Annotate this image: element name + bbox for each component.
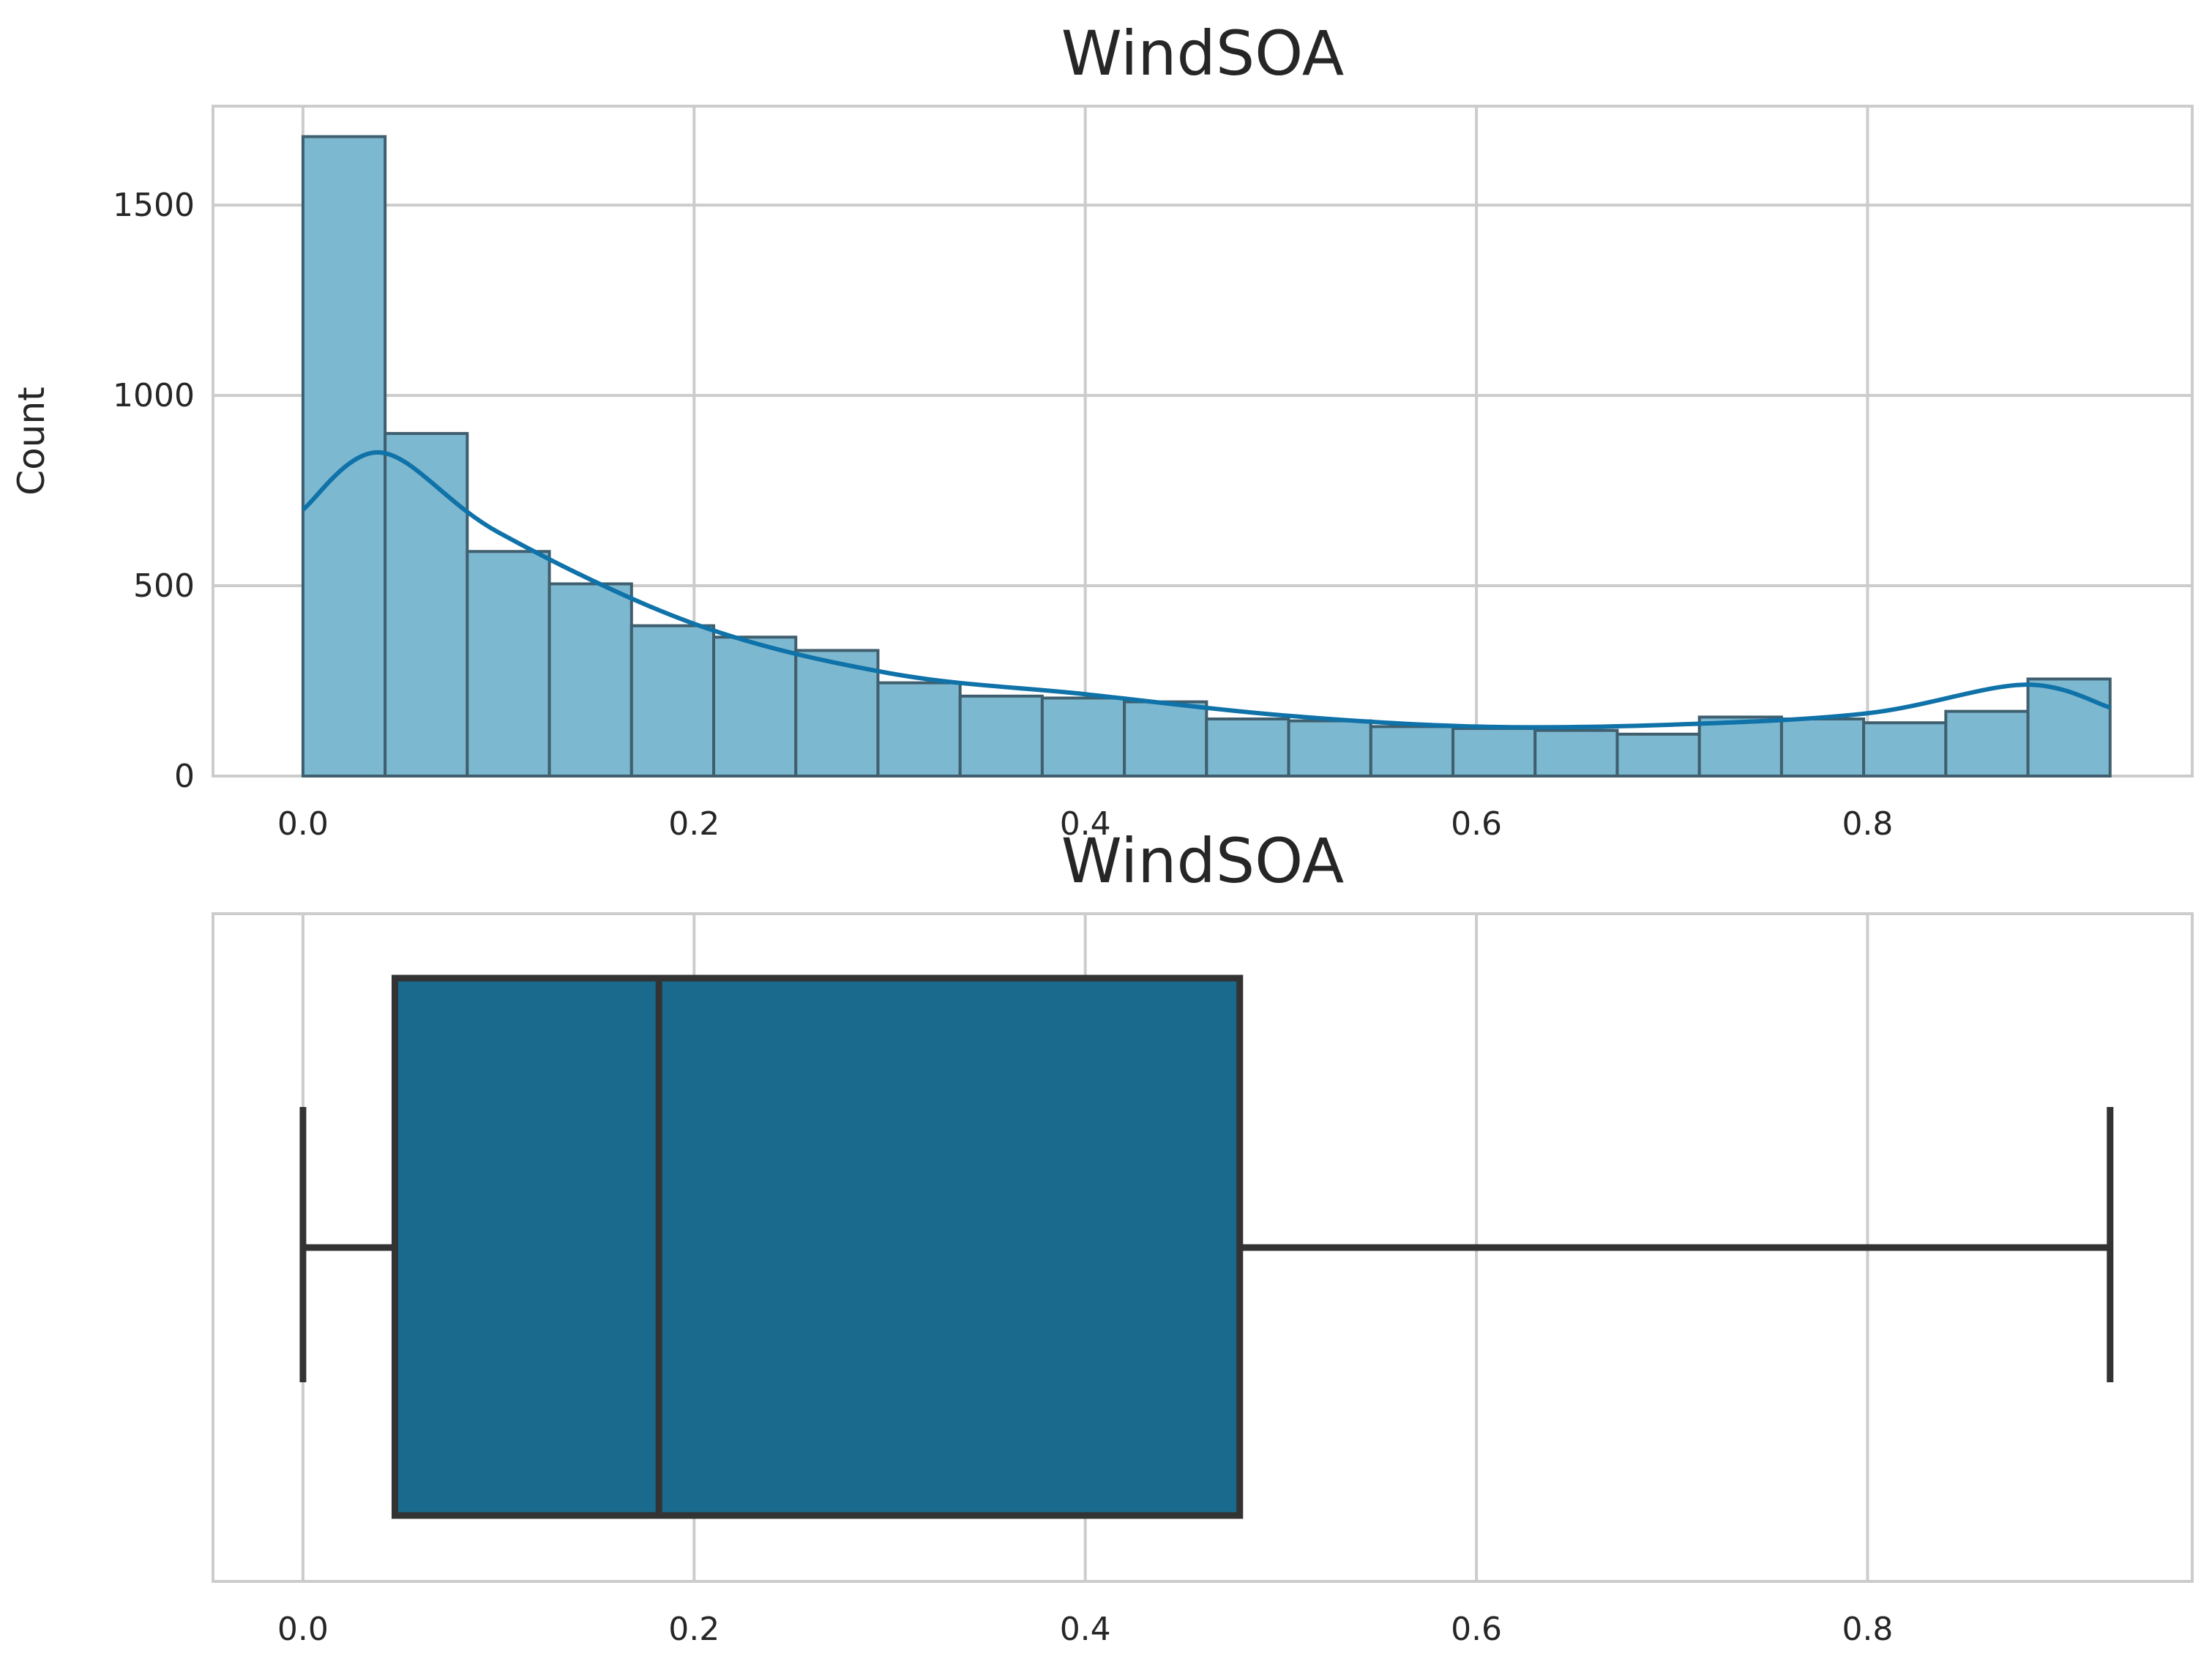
histogram-bar [1862,721,1948,778]
histogram-y-tick-labels: 0 500 1000 1500 [113,187,195,795]
histogram-bar [1697,715,1783,778]
histogram-bar [629,624,716,778]
x-tick-label: 0.0 [277,805,329,843]
histogram-bar [384,432,469,778]
histogram-bar [1451,727,1537,778]
histogram-bar [1779,717,1866,778]
y-tick-label: 0 [174,758,195,795]
histogram-bar [876,681,962,778]
y-tick-label: 1000 [113,377,195,414]
histogram-bar [712,635,798,778]
histogram-title: WindSOA [1061,18,1345,89]
kde-curve [301,450,2111,730]
histogram-bar [1944,709,2030,778]
x-tick-label: 0.8 [1842,1611,1893,1648]
histogram-y-axis-label: Count [10,387,53,496]
x-tick-label: 0.8 [1842,805,1893,843]
boxplot-panel: 0.0 0.2 0.4 0.6 0.8 WindSOA [212,825,2194,1648]
x-tick-label: 0.6 [1451,1611,1502,1648]
histogram-bar [1615,732,1701,778]
histogram-bar [466,550,551,778]
boxplot-x-tick-labels: 0.0 0.2 0.4 0.6 0.8 [277,1611,1894,1648]
interquartile-box [391,974,1244,1519]
histogram-bar [2026,677,2112,778]
x-tick-label: 0.2 [668,1611,720,1648]
histogram-x-tick-labels: 0.0 0.2 0.4 0.6 0.8 [277,805,1894,843]
histogram-bar [1205,717,1290,778]
histogram-bar [548,582,633,778]
y-tick-label: 1500 [113,187,195,224]
histogram-panel: 0.0 0.2 0.4 0.6 0.8 0 500 1000 1500 Count WindS… [10,18,2194,843]
histogram-bars [301,135,2112,778]
x-tick-label: 0.4 [1060,805,1111,843]
boxplot-title: WindSOA [1061,825,1345,897]
histogram-bar [1533,728,1619,778]
x-tick-label: 0.0 [277,1611,329,1648]
histogram-bar [301,135,387,778]
histogram-bar [1287,719,1372,778]
x-tick-label: 0.2 [668,805,720,843]
boxplot-marks [299,974,2114,1519]
histogram-bar [1123,700,1208,778]
histogram-bar [1040,696,1126,778]
y-tick-label: 500 [133,567,195,605]
x-tick-label: 0.4 [1060,1611,1111,1648]
histogram-bar [958,694,1044,778]
histogram-bar [1369,725,1455,778]
x-tick-label: 0.6 [1451,805,1502,843]
